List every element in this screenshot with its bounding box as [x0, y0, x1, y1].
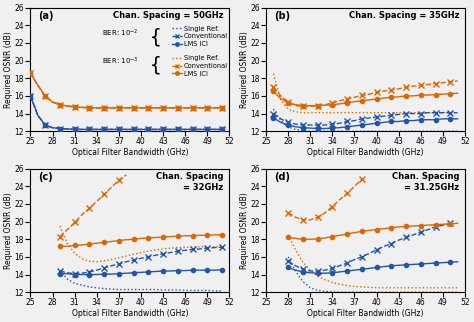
- Y-axis label: Required OSNR (dB): Required OSNR (dB): [4, 31, 13, 108]
- Text: (d): (d): [274, 172, 290, 182]
- Text: BER: $10^{-2}$: BER: $10^{-2}$: [102, 27, 138, 39]
- Y-axis label: Required OSNR (dB): Required OSNR (dB): [4, 192, 13, 269]
- X-axis label: Optical Filter Bandwidth (GHz): Optical Filter Bandwidth (GHz): [72, 309, 188, 318]
- Text: (b): (b): [274, 11, 290, 21]
- X-axis label: Optical Filter Bandwidth (GHz): Optical Filter Bandwidth (GHz): [307, 309, 424, 318]
- Text: {: {: [150, 27, 162, 46]
- Text: (c): (c): [38, 172, 53, 182]
- Text: (a): (a): [38, 11, 54, 21]
- Y-axis label: Required OSNR (dB): Required OSNR (dB): [240, 31, 249, 108]
- Y-axis label: Required OSNR (dB): Required OSNR (dB): [240, 192, 249, 269]
- Text: Chan. Spacing
= 31.25GHz: Chan. Spacing = 31.25GHz: [392, 172, 459, 192]
- X-axis label: Optical Filter Bandwidth (GHz): Optical Filter Bandwidth (GHz): [307, 148, 424, 157]
- X-axis label: Optical Filter Bandwidth (GHz): Optical Filter Bandwidth (GHz): [72, 148, 188, 157]
- Text: Chan. Spacing
= 32GHz: Chan. Spacing = 32GHz: [156, 172, 223, 192]
- Text: Chan. Spacing = 35GHz: Chan. Spacing = 35GHz: [348, 11, 459, 20]
- Text: {: {: [150, 56, 162, 75]
- Legend: Single Ref., Conventional, LMS ICI: Single Ref., Conventional, LMS ICI: [172, 55, 228, 77]
- Text: BER: $10^{-3}$: BER: $10^{-3}$: [102, 56, 138, 67]
- Text: Chan. Spacing = 50GHz: Chan. Spacing = 50GHz: [113, 11, 223, 20]
